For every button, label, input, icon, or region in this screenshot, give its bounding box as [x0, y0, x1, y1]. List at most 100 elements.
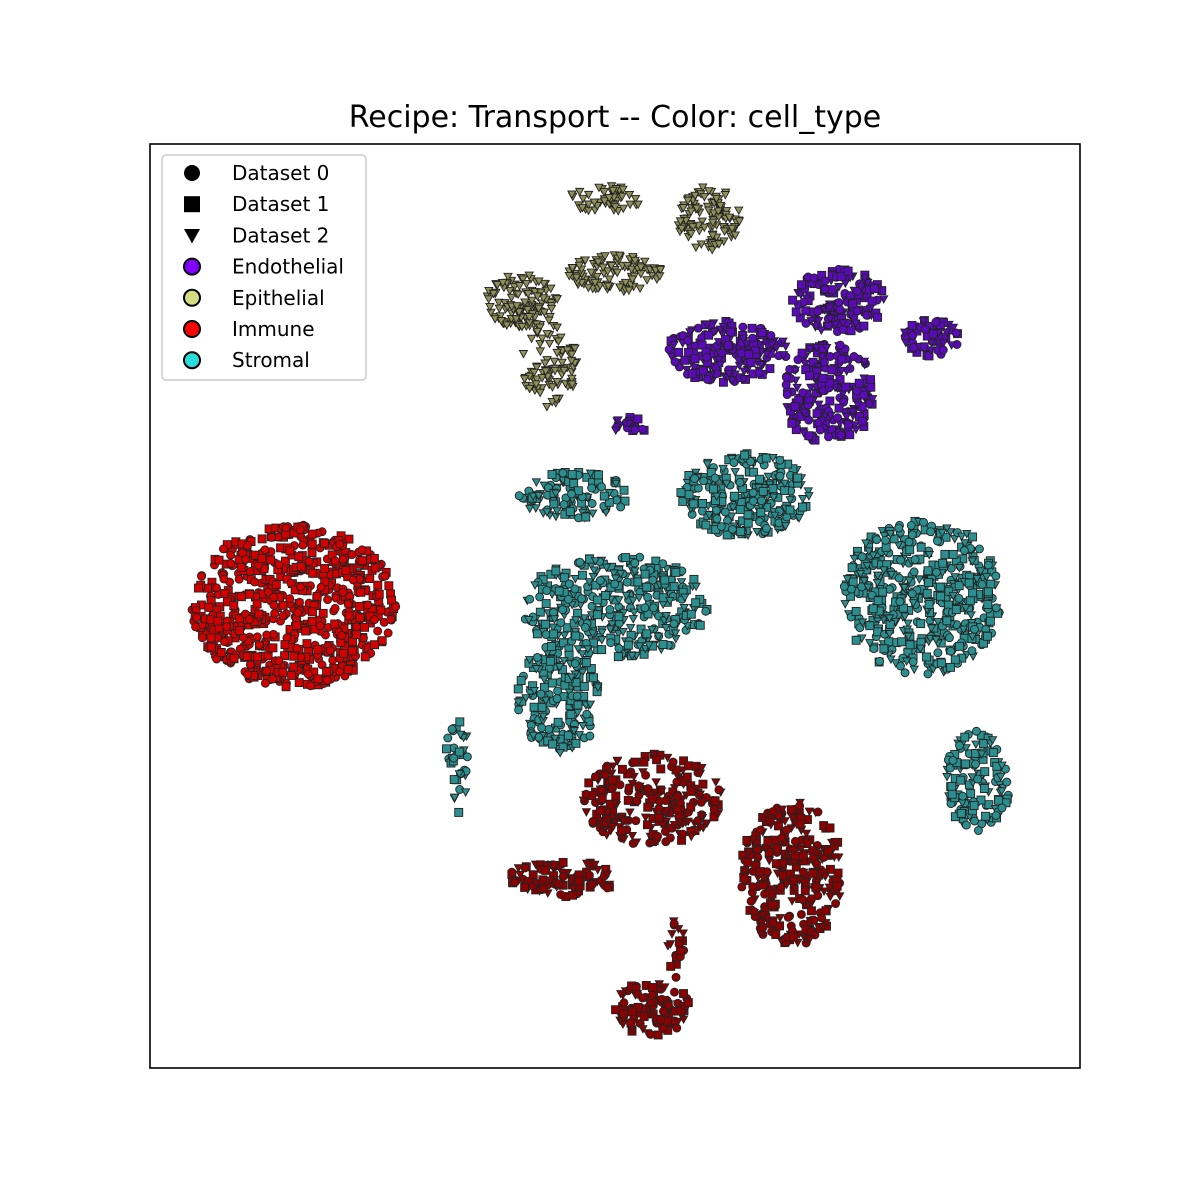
scatter-point	[955, 641, 964, 651]
scatter-point	[728, 503, 738, 513]
scatter-point	[655, 265, 666, 275]
scatter-point	[320, 538, 329, 548]
scatter-point	[682, 772, 692, 782]
scatter-point	[938, 345, 948, 355]
scatter-point	[527, 296, 537, 306]
scatter-point	[865, 621, 875, 631]
scatter-point	[600, 770, 610, 780]
scatter-point	[302, 639, 312, 649]
scatter-point	[807, 906, 816, 916]
scatter-point	[552, 507, 562, 516]
scatter-point	[566, 368, 577, 377]
scatter-point	[317, 660, 327, 670]
scatter-point	[933, 536, 942, 546]
scatter-point	[709, 209, 719, 218]
scatter-point	[726, 512, 737, 522]
scatter-point	[507, 867, 517, 877]
scatter-point	[869, 644, 879, 654]
scatter-point	[615, 569, 626, 579]
scatter-point	[811, 373, 821, 382]
scatter-point	[619, 485, 629, 495]
scatter-point	[904, 537, 914, 547]
scatter-point	[686, 229, 696, 239]
scatter-point	[642, 629, 652, 639]
scatter-point	[590, 772, 600, 782]
scatter-point	[786, 805, 796, 815]
scatter-point	[530, 288, 540, 297]
scatter-point	[820, 276, 830, 286]
scatter-point	[532, 292, 543, 302]
scatter-point	[666, 336, 676, 346]
scatter-point	[780, 817, 790, 826]
scatter-point	[608, 783, 617, 793]
scatter-point	[618, 185, 628, 195]
scatter-point	[538, 294, 549, 303]
scatter-point	[936, 591, 945, 601]
scatter-point	[656, 787, 667, 797]
scatter-point	[743, 510, 753, 520]
scatter-point	[754, 368, 764, 378]
scatter-point	[836, 430, 846, 440]
scatter-point	[462, 752, 472, 762]
scatter-point	[541, 599, 551, 609]
scatter-point	[373, 626, 383, 636]
scatter-point	[730, 370, 740, 380]
scatter-point	[841, 382, 851, 392]
scatter-point	[454, 807, 464, 817]
scatter-point	[643, 592, 653, 602]
scatter-point	[696, 812, 707, 821]
scatter-point	[707, 245, 717, 255]
scatter-point	[773, 843, 782, 853]
scatter-point	[567, 489, 576, 499]
scatter-point	[335, 667, 345, 677]
scatter-point	[254, 640, 264, 650]
scatter-point	[519, 375, 530, 384]
scatter-point	[820, 284, 830, 294]
scatter-point	[244, 614, 254, 624]
scatter-point	[503, 272, 513, 282]
scatter-point	[563, 731, 573, 741]
scatter-point	[988, 748, 998, 758]
scatter-point	[857, 618, 868, 628]
scatter-point	[669, 582, 679, 592]
scatter-point	[548, 623, 558, 633]
scatter-point	[587, 483, 597, 493]
scatter-point	[555, 749, 565, 758]
scatter-point	[520, 298, 530, 308]
scatter-point	[483, 295, 494, 304]
scatter-point	[938, 339, 949, 348]
scatter-point	[676, 488, 686, 498]
scatter-point	[761, 350, 772, 360]
scatter-point	[797, 348, 807, 358]
scatter-point	[686, 802, 696, 812]
scatter-point	[602, 267, 613, 277]
scatter-point	[686, 832, 697, 842]
scatter-point	[610, 574, 621, 584]
scatter-point	[967, 632, 978, 642]
scatter-point	[569, 479, 579, 488]
scatter-point	[597, 482, 607, 492]
scatter-point	[636, 263, 646, 273]
scatter-point	[513, 684, 523, 694]
scatter-point	[698, 183, 708, 193]
scatter-point	[950, 655, 960, 665]
scatter-point	[868, 604, 878, 614]
scatter-point	[787, 813, 797, 823]
scatter-point	[867, 296, 877, 306]
scatter-point	[834, 283, 844, 292]
scatter-point	[777, 805, 788, 815]
scatter-point	[620, 496, 630, 506]
scatter-point	[623, 795, 633, 805]
scatter-point	[692, 204, 702, 214]
scatter-point	[635, 284, 645, 294]
scatter-point	[581, 859, 592, 869]
scatter-point	[619, 998, 629, 1008]
scatter-point	[330, 619, 340, 629]
scatter-point	[565, 507, 575, 516]
scatter-point	[928, 329, 938, 339]
scatter-point	[524, 504, 535, 514]
scatter-point	[669, 820, 680, 830]
scatter-point	[833, 868, 843, 878]
scatter-point	[659, 983, 670, 992]
legend-label: Dataset 1	[232, 192, 329, 216]
